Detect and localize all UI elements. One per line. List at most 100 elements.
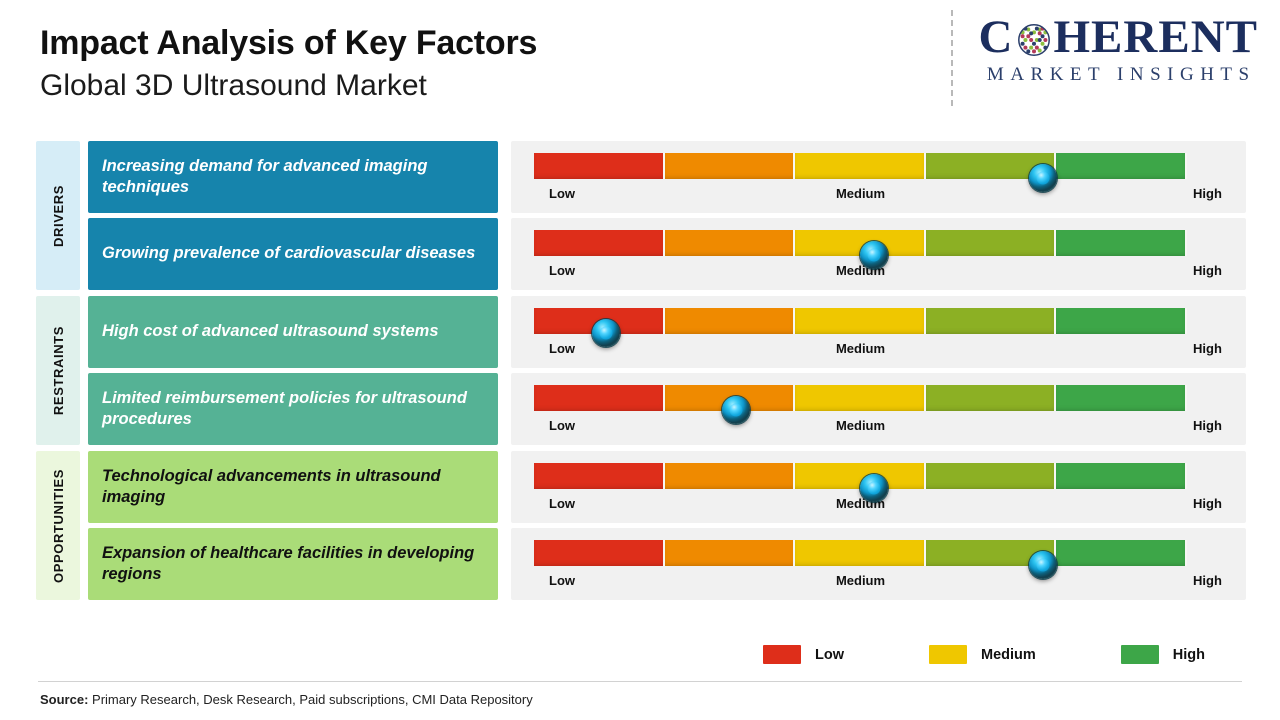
factor-row: Expansion of healthcare facilities in de… xyxy=(80,528,1246,600)
factor-card[interactable]: High cost of advanced ultrasound systems xyxy=(88,296,498,368)
impact-gauge: Low Medium High xyxy=(511,296,1246,368)
legend-swatch xyxy=(1120,645,1159,664)
gauge-labels: Low Medium High xyxy=(534,418,1222,438)
factor-card-text: Increasing demand for advanced imaging t… xyxy=(102,156,428,196)
factor-card-text: High cost of advanced ultrasound systems xyxy=(102,322,439,341)
gauge-label-low: Low xyxy=(549,418,575,433)
impact-marker[interactable] xyxy=(1029,551,1058,579)
gauge-segment-1 xyxy=(534,540,665,566)
factor-card[interactable]: Growing prevalence of cardiovascular dis… xyxy=(88,218,498,290)
gauge-labels: Low Medium High xyxy=(534,496,1222,516)
gauge-bar xyxy=(534,153,1187,192)
group-label-text: DRIVERS xyxy=(50,184,66,247)
gauge-segment-4 xyxy=(925,230,1057,256)
gauge-segment-2 xyxy=(664,463,796,489)
factor-card[interactable]: Expansion of healthcare facilities in de… xyxy=(88,528,498,600)
gauge-segment-2 xyxy=(664,153,796,179)
gauge-segment-5 xyxy=(1056,463,1187,489)
gauge-segment-5 xyxy=(1056,385,1187,411)
factor-card[interactable]: Technological advancements in ultrasound… xyxy=(88,451,498,523)
impact-marker[interactable] xyxy=(859,474,888,502)
gauge-labels: Low Medium High xyxy=(534,341,1222,361)
gauge-bar xyxy=(534,308,1187,347)
impact-marker[interactable] xyxy=(859,241,888,269)
impact-gauge: Low Medium High xyxy=(511,451,1246,523)
gauge-segment-1 xyxy=(534,153,665,179)
gauge-segment-5 xyxy=(1056,540,1187,566)
gauge-segment-3 xyxy=(795,540,926,566)
legend-label: High xyxy=(1172,646,1205,663)
gauge-segment-5 xyxy=(1056,153,1187,179)
gauge-label-low: Low xyxy=(549,341,575,356)
factor-card-text: Growing prevalence of cardiovascular dis… xyxy=(102,244,476,263)
factor-row: Growing prevalence of cardiovascular dis… xyxy=(80,218,1246,290)
source-label: Source: xyxy=(40,692,89,707)
factor-card-text: Expansion of healthcare facilities in de… xyxy=(102,543,475,583)
page-title: Impact Analysis of Key Factors xyxy=(40,24,538,62)
legend: Low Medium High xyxy=(763,645,1205,664)
impact-marker[interactable] xyxy=(1029,164,1058,192)
group-label-drivers: DRIVERS xyxy=(36,141,80,290)
gauge-segment-5 xyxy=(1056,308,1187,334)
gauge-bar xyxy=(534,385,1187,424)
gauge-segment-2 xyxy=(664,230,796,256)
gauge-label-low: Low xyxy=(549,573,575,588)
impact-marker[interactable] xyxy=(722,396,751,424)
group-label-text: OPPORTUNITIES xyxy=(50,468,66,583)
gauge-label-medium: Medium xyxy=(835,341,886,356)
legend-label: Low xyxy=(815,646,844,663)
gauge-bar xyxy=(534,540,1187,579)
legend-item: High xyxy=(1120,645,1205,664)
legend-swatch xyxy=(763,645,801,664)
group-label-opportunities: OPPORTUNITIES xyxy=(36,451,80,600)
impact-marker[interactable] xyxy=(591,319,620,347)
gauge-segment-1 xyxy=(534,463,665,489)
factor-card-text: Limited reimbursement policies for ultra… xyxy=(102,388,467,428)
gauge-labels: Low Medium High xyxy=(534,573,1222,593)
factor-row: High cost of advanced ultrasound systems… xyxy=(80,296,1246,368)
group-rows: High cost of advanced ultrasound systems… xyxy=(80,296,1246,445)
legend-swatch xyxy=(929,645,967,664)
gauge-segment-3 xyxy=(795,153,926,179)
group-rows: Increasing demand for advanced imaging t… xyxy=(80,141,1246,290)
gauge-segment-4 xyxy=(925,385,1057,411)
gauge-bar xyxy=(534,463,1187,502)
gauge-label-high: High xyxy=(1193,263,1222,278)
gauge-label-medium: Medium xyxy=(835,418,886,433)
gauge-segment-1 xyxy=(534,230,665,256)
gauge-segment-4 xyxy=(925,308,1057,334)
impact-group: OPPORTUNITIES Technological advancements … xyxy=(36,451,1246,600)
impact-gauge: Low Medium High xyxy=(511,141,1246,213)
impact-gauge: Low Medium High xyxy=(511,373,1246,445)
brand-logo: C xyxy=(950,10,1258,106)
gauge-label-high: High xyxy=(1193,573,1222,588)
gauge-segment-2 xyxy=(664,308,796,334)
gauge-segment-2 xyxy=(664,540,796,566)
header: Impact Analysis of Key Factors Global 3D… xyxy=(40,24,537,105)
factor-card-text: Technological advancements in ultrasound… xyxy=(102,466,441,506)
footer-divider xyxy=(38,681,1242,682)
factor-row: Increasing demand for advanced imaging t… xyxy=(80,141,1246,213)
gauge-segment-4 xyxy=(925,463,1057,489)
gauge-label-low: Low xyxy=(549,496,575,511)
legend-item: Low xyxy=(763,645,844,664)
source-text: Primary Research, Desk Research, Paid su… xyxy=(88,692,533,707)
gauge-labels: Low Medium High xyxy=(534,186,1222,206)
group-label-text: RESTRAINTS xyxy=(50,325,66,416)
factor-card[interactable]: Limited reimbursement policies for ultra… xyxy=(88,373,498,445)
legend-label: Medium xyxy=(981,646,1036,663)
gauge-label-high: High xyxy=(1193,341,1222,356)
logo-block: C xyxy=(979,14,1258,86)
factor-card[interactable]: Increasing demand for advanced imaging t… xyxy=(88,141,498,213)
gauge-label-medium: Medium xyxy=(835,186,886,201)
impact-matrix: DRIVERS Increasing demand for advanced im… xyxy=(36,141,1246,600)
logo-wordmark-rest: HERENT xyxy=(1053,11,1258,63)
gauge-bar xyxy=(534,230,1187,269)
gauge-label-medium: Medium xyxy=(835,573,886,588)
logo-letter-c: C xyxy=(978,11,1014,63)
gauge-label-high: High xyxy=(1193,418,1222,433)
logo-wordmark: C xyxy=(979,14,1258,61)
page-subtitle: Global 3D Ultrasound Market xyxy=(40,69,427,103)
impact-gauge: Low Medium High xyxy=(511,528,1246,600)
